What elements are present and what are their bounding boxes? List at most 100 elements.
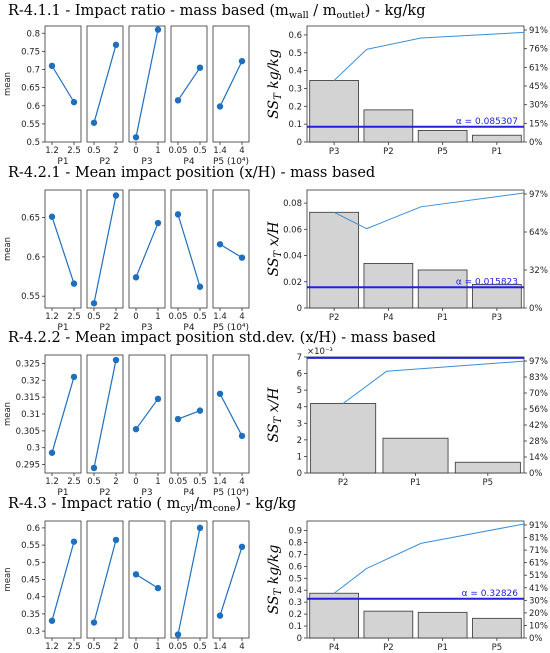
pareto-y-tick-label: 5: [297, 386, 302, 396]
effect-line: [93, 44, 117, 123]
effect-line: [51, 216, 75, 284]
effect-panel-2: [86, 25, 124, 143]
effect-line: [219, 546, 243, 616]
pareto-x-tick-label: P5: [437, 147, 448, 157]
x-tick-label: 1: [155, 642, 160, 652]
pareto-y-tick-label: 0: [297, 469, 302, 479]
y-tick-label: 0.6: [26, 253, 40, 263]
effect-point: [48, 62, 56, 70]
effect-point: [70, 98, 78, 106]
pareto-y-axis-label-sub: T: [273, 416, 284, 424]
x-axis-label: P2: [99, 488, 110, 498]
pareto-y-axis-label-unit: kg/kg: [266, 49, 282, 93]
pareto-y-tick-label: 0: [297, 138, 302, 148]
effect-point: [216, 103, 224, 110]
pareto-frame: [306, 25, 525, 143]
x-tick-label: 2.5: [67, 312, 81, 322]
effect-point: [154, 26, 162, 33]
x-axis-label: P3: [141, 488, 152, 498]
cumulative-line: [333, 192, 525, 230]
x-axis-label: P3: [141, 323, 152, 333]
y-tick-label: 0.65: [21, 214, 40, 224]
pareto-bar: [382, 437, 449, 474]
pareto-right-tick-label: 28%: [529, 437, 548, 447]
effect-line: [93, 195, 117, 304]
pareto-right-tick-label: 32%: [529, 266, 548, 276]
effect-panel-1: [44, 25, 82, 143]
y-tick-label: 0.295: [16, 461, 40, 471]
y-tick-label: 0.305: [16, 427, 40, 437]
pareto-y-tick-label: 0.6: [288, 31, 302, 41]
x-tick-label: 2: [113, 642, 118, 652]
effect-point: [196, 64, 204, 71]
effect-line: [51, 541, 75, 621]
pareto-y-axis-label-unit: kg/kg: [266, 545, 282, 589]
x-tick-label: 0.5: [87, 642, 101, 652]
pareto-right-tick-label: 0%: [529, 469, 543, 479]
effect-line: [135, 398, 159, 430]
effect-panel-3: [128, 189, 166, 309]
pareto-bar: [472, 134, 522, 143]
x-tick-label: 0.05: [169, 477, 188, 487]
x-tick-label: 0.5: [193, 642, 207, 652]
pareto-right-tick-label: 97%: [529, 190, 548, 200]
x-axis-label: P5 (10⁴): [213, 323, 249, 333]
effect-line: [219, 393, 243, 437]
pareto-x-tick-label: P2: [338, 478, 349, 488]
pareto-right-tick-label: 51%: [529, 571, 548, 581]
alpha-label: α = 0.085307: [456, 117, 518, 127]
x-tick-label: 1: [155, 146, 160, 156]
pareto-y-tick-label: 0.5: [288, 574, 302, 584]
pareto-bar: [363, 610, 414, 639]
effect-panel-5: [212, 189, 250, 309]
pareto-y-tick-label: 0.7: [288, 550, 302, 560]
pareto-y-axis-label: SST kg/kg: [266, 49, 284, 119]
x-tick-label: 1.4: [213, 146, 227, 156]
pareto-y-tick-label: 0.08: [283, 199, 302, 209]
section-3: 0.295 0.3 0.305 0.31 0.315 0.32 0.325 mean 1.2 2.…: [3, 347, 548, 498]
pareto-right-tick-label: 97%: [529, 357, 548, 367]
x-tick-label: 4: [239, 312, 244, 322]
pareto-y-axis-label-ss: SS: [266, 100, 282, 119]
pareto-right-tick-label: 30%: [529, 101, 548, 111]
effect-point: [112, 536, 120, 544]
effect-line: [219, 243, 243, 259]
effect-panel-1: [44, 189, 82, 309]
y-axis-label: mean: [3, 402, 13, 426]
section-4: 0.3 0.35 0.4 0.45 0.5 0.55 0.6 mean 1.2 2.5 P1 0.5 2…: [3, 520, 548, 653]
effect-line: [177, 410, 201, 420]
pareto-y-tick-label: 3: [297, 419, 302, 429]
pareto-y-tick-label: 6: [297, 370, 302, 380]
x-axis-label: P4: [183, 488, 194, 498]
pareto-bar: [309, 592, 359, 639]
effect-panel-4: [170, 25, 208, 143]
x-tick-label: 0.5: [87, 312, 101, 322]
pareto-y-tick-label: 0: [297, 634, 302, 644]
effect-point: [238, 543, 246, 551]
effect-point: [154, 395, 162, 403]
y-axis-label: mean: [3, 237, 13, 261]
y-tick-label: 0.55: [21, 292, 40, 302]
pareto-bar: [309, 211, 359, 309]
effect-point: [70, 280, 78, 287]
x-axis-label: P2: [99, 323, 110, 333]
x-tick-label: 0: [133, 146, 138, 156]
effect-panel-4: [170, 189, 208, 309]
pareto-x-tick-label: P2: [383, 643, 394, 653]
pareto-y-axis-label-ss: SS: [266, 424, 282, 443]
y-tick-label: 0.45: [21, 576, 40, 586]
x-tick-label: 0.5: [193, 312, 207, 322]
pareto-right-tick-label: 15%: [529, 119, 548, 129]
effect-point: [154, 219, 162, 227]
effect-point: [70, 373, 78, 381]
section-title-2: R-4.2.1 - Mean impact position (x/H) - m…: [8, 165, 375, 181]
pareto-y-tick-label: 0.4: [288, 67, 302, 77]
pareto-right-tick-label: 30%: [529, 596, 548, 606]
effect-panel-5: [212, 354, 250, 474]
pareto-bar: [417, 129, 468, 143]
pareto-right-tick-label: 64%: [529, 228, 548, 238]
y-tick-label: 0.8: [26, 29, 40, 39]
pareto-right-tick-label: 0%: [529, 138, 543, 148]
